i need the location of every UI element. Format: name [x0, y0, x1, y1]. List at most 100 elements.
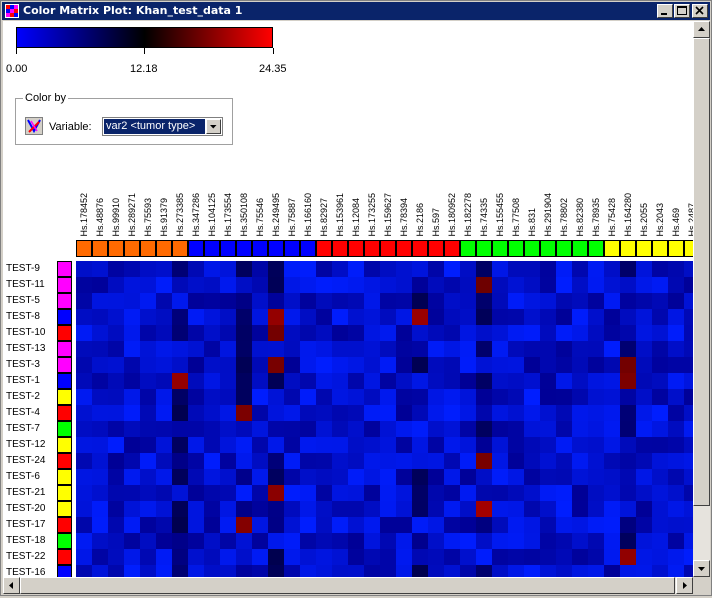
- heatmap-cell[interactable]: [380, 405, 396, 421]
- heatmap-cell[interactable]: [220, 549, 236, 565]
- heatmap-cell[interactable]: [348, 341, 364, 357]
- heatmap-cell[interactable]: [412, 453, 428, 469]
- heatmap-cell[interactable]: [284, 453, 300, 469]
- heatmap-cell[interactable]: [92, 501, 108, 517]
- heatmap-cell[interactable]: [300, 565, 316, 577]
- heatmap-cell[interactable]: [668, 501, 684, 517]
- heatmap-cell[interactable]: [492, 373, 508, 389]
- heatmap-cell[interactable]: [172, 389, 188, 405]
- heatmap-cell[interactable]: [188, 565, 204, 577]
- heatmap-cell[interactable]: [236, 341, 252, 357]
- heatmap-cell[interactable]: [572, 517, 588, 533]
- heatmap-cell[interactable]: [444, 357, 460, 373]
- heatmap-cell[interactable]: [460, 309, 476, 325]
- heatmap-cell[interactable]: [108, 293, 124, 309]
- heatmap-cell[interactable]: [364, 405, 380, 421]
- heatmap-cell[interactable]: [300, 517, 316, 533]
- heatmap-cell[interactable]: [188, 437, 204, 453]
- heatmap-cell[interactable]: [284, 341, 300, 357]
- heatmap-cell[interactable]: [588, 373, 604, 389]
- heatmap-cell[interactable]: [76, 261, 92, 277]
- heatmap-cell[interactable]: [364, 357, 380, 373]
- heatmap-cell[interactable]: [204, 341, 220, 357]
- heatmap-cell[interactable]: [92, 517, 108, 533]
- heatmap-cell[interactable]: [76, 389, 92, 405]
- heatmap-cell[interactable]: [204, 261, 220, 277]
- heatmap-cell[interactable]: [652, 389, 668, 405]
- heatmap-cell[interactable]: [444, 469, 460, 485]
- heatmap-cell[interactable]: [524, 277, 540, 293]
- heatmap-cell[interactable]: [508, 261, 524, 277]
- heatmap-cell[interactable]: [572, 341, 588, 357]
- heatmap-cell[interactable]: [412, 277, 428, 293]
- heatmap-cell[interactable]: [364, 549, 380, 565]
- heatmap-cell[interactable]: [460, 501, 476, 517]
- heatmap-cell[interactable]: [204, 533, 220, 549]
- heatmap-cell[interactable]: [300, 485, 316, 501]
- heatmap-cell[interactable]: [92, 485, 108, 501]
- heatmap-cell[interactable]: [124, 549, 140, 565]
- heatmap-cell[interactable]: [396, 437, 412, 453]
- heatmap-cell[interactable]: [172, 453, 188, 469]
- heatmap-cell[interactable]: [124, 341, 140, 357]
- heatmap-cell[interactable]: [396, 405, 412, 421]
- heatmap-cell[interactable]: [268, 389, 284, 405]
- horizontal-scrollbar[interactable]: [3, 577, 693, 594]
- heatmap-cell[interactable]: [236, 565, 252, 577]
- heatmap-cell[interactable]: [172, 501, 188, 517]
- heatmap-cell[interactable]: [412, 309, 428, 325]
- heatmap-cell[interactable]: [76, 277, 92, 293]
- heatmap-cell[interactable]: [252, 517, 268, 533]
- heatmap-cell[interactable]: [556, 389, 572, 405]
- heatmap-cell[interactable]: [460, 533, 476, 549]
- horizontal-scroll-thumb[interactable]: [20, 577, 675, 594]
- heatmap-cell[interactable]: [380, 453, 396, 469]
- heatmap-cell[interactable]: [412, 533, 428, 549]
- heatmap-cell[interactable]: [140, 533, 156, 549]
- heatmap-cell[interactable]: [172, 485, 188, 501]
- heatmap-cell[interactable]: [188, 405, 204, 421]
- heatmap-cell[interactable]: [204, 501, 220, 517]
- heatmap-cell[interactable]: [300, 501, 316, 517]
- heatmap-cell[interactable]: [620, 421, 636, 437]
- heatmap-cell[interactable]: [108, 325, 124, 341]
- heatmap-cell[interactable]: [572, 485, 588, 501]
- heatmap-cell[interactable]: [76, 501, 92, 517]
- heatmap-cell[interactable]: [604, 565, 620, 577]
- heatmap-cell[interactable]: [172, 373, 188, 389]
- heatmap-cell[interactable]: [332, 437, 348, 453]
- heatmap-cell[interactable]: [316, 261, 332, 277]
- heatmap-cell[interactable]: [316, 309, 332, 325]
- heatmap-cell[interactable]: [588, 469, 604, 485]
- heatmap-cell[interactable]: [428, 405, 444, 421]
- heatmap-cell[interactable]: [668, 357, 684, 373]
- heatmap-cell[interactable]: [172, 437, 188, 453]
- heatmap-cell[interactable]: [364, 325, 380, 341]
- heatmap-cell[interactable]: [636, 437, 652, 453]
- heatmap-cell[interactable]: [652, 469, 668, 485]
- heatmap-cell[interactable]: [124, 309, 140, 325]
- heatmap-cell[interactable]: [364, 501, 380, 517]
- variable-select-arrow[interactable]: [206, 119, 221, 134]
- heatmap-cell[interactable]: [268, 405, 284, 421]
- heatmap-cell[interactable]: [652, 421, 668, 437]
- heatmap-cell[interactable]: [588, 533, 604, 549]
- heatmap-cell[interactable]: [188, 357, 204, 373]
- heatmap-cell[interactable]: [156, 373, 172, 389]
- heatmap-cell[interactable]: [348, 325, 364, 341]
- heatmap-cell[interactable]: [76, 293, 92, 309]
- heatmap-cell[interactable]: [540, 437, 556, 453]
- heatmap-cell[interactable]: [444, 453, 460, 469]
- heatmap-cell[interactable]: [284, 549, 300, 565]
- heatmap-cell[interactable]: [204, 421, 220, 437]
- heatmap-cell[interactable]: [476, 405, 492, 421]
- heatmap-cell[interactable]: [428, 261, 444, 277]
- heatmap-cell[interactable]: [668, 261, 684, 277]
- heatmap-cell[interactable]: [140, 341, 156, 357]
- heatmap-cell[interactable]: [76, 405, 92, 421]
- heatmap-cell[interactable]: [492, 389, 508, 405]
- heatmap-cell[interactable]: [92, 469, 108, 485]
- heatmap-cell[interactable]: [204, 277, 220, 293]
- heatmap-cell[interactable]: [540, 277, 556, 293]
- heatmap-cell[interactable]: [620, 389, 636, 405]
